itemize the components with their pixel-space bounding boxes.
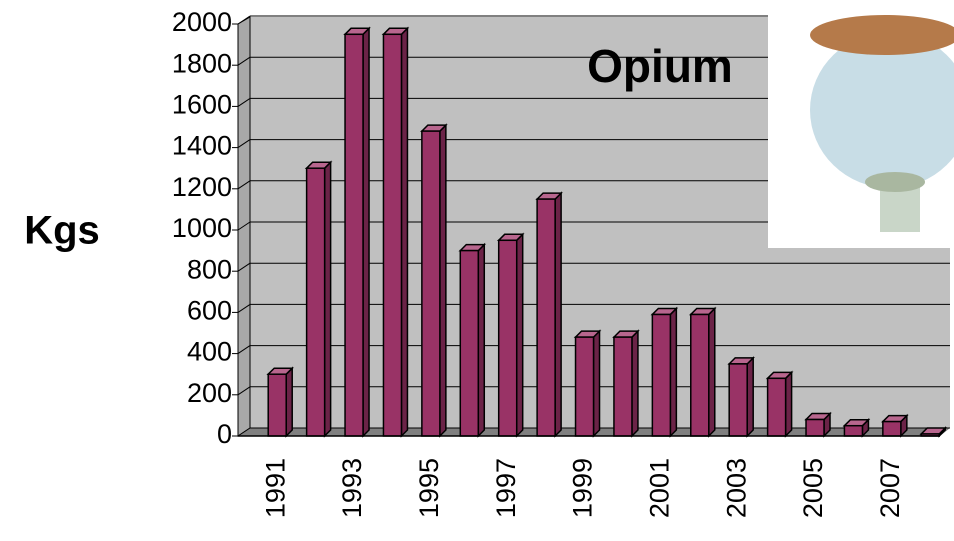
bar bbox=[882, 420, 902, 437]
plot: 0 200 400 600 800 1000 1200 1400 1600 1800 2000 bbox=[172, 7, 950, 449]
bar bbox=[382, 33, 403, 437]
photo-collar bbox=[865, 172, 925, 192]
bar bbox=[574, 336, 595, 437]
bar-side bbox=[285, 366, 293, 438]
bar-side bbox=[400, 26, 409, 438]
bar bbox=[766, 377, 787, 437]
x-tick-label: 1995 bbox=[414, 458, 444, 518]
bar bbox=[536, 198, 556, 437]
x-tick-label: 1991 bbox=[260, 458, 290, 518]
bar bbox=[843, 424, 864, 437]
bar bbox=[305, 167, 326, 437]
y-tick-label: 1600 bbox=[172, 90, 232, 120]
x-tick-label: 1993 bbox=[337, 458, 367, 518]
bar-side bbox=[362, 26, 370, 438]
chart-title: Opium bbox=[587, 40, 733, 92]
bar-side bbox=[708, 306, 716, 438]
grid-line bbox=[237, 221, 251, 231]
grid-line bbox=[237, 56, 251, 66]
x-tick-label: 2007 bbox=[875, 458, 905, 518]
x-tick-label: 2005 bbox=[798, 458, 828, 518]
bar-side bbox=[669, 306, 678, 438]
grid-line bbox=[237, 180, 251, 190]
y-tick-label: 0 bbox=[217, 419, 232, 449]
bar-side bbox=[746, 356, 754, 438]
grid-line bbox=[237, 427, 251, 437]
bar bbox=[805, 418, 825, 437]
y-tick-label: 2000 bbox=[172, 7, 232, 37]
grid-line bbox=[237, 15, 251, 25]
bar bbox=[728, 363, 748, 437]
bar-side bbox=[439, 123, 447, 438]
bar-side bbox=[477, 242, 486, 438]
y-axis-label: Kgs bbox=[24, 209, 100, 253]
y-tick-label: 200 bbox=[187, 378, 232, 408]
bar bbox=[267, 373, 287, 437]
bar bbox=[651, 313, 672, 437]
y-tick-label: 800 bbox=[187, 254, 232, 284]
photo bbox=[768, 0, 954, 248]
bar-side bbox=[631, 329, 639, 438]
bar bbox=[459, 249, 480, 437]
grid-line bbox=[237, 386, 251, 396]
grid-line bbox=[237, 139, 251, 149]
bar-side bbox=[554, 191, 562, 438]
x-tick-label: 2003 bbox=[721, 458, 751, 518]
grid-line bbox=[237, 97, 251, 107]
bar bbox=[613, 336, 633, 437]
photo-crown bbox=[810, 15, 954, 55]
bar bbox=[421, 130, 441, 437]
bar bbox=[497, 239, 518, 437]
bar bbox=[344, 33, 364, 437]
y-tick-label: 400 bbox=[187, 337, 232, 367]
bar-side bbox=[323, 160, 332, 438]
y-tick-label: 1200 bbox=[172, 172, 232, 202]
y-tick-label: 600 bbox=[187, 296, 232, 326]
x-tick-label: 1997 bbox=[491, 458, 521, 518]
bar-side bbox=[784, 370, 793, 438]
grid-line bbox=[237, 303, 251, 313]
bar-side bbox=[592, 329, 601, 438]
y-tick-label: 1800 bbox=[172, 48, 232, 78]
x-tick-label: 1999 bbox=[568, 458, 598, 518]
grid-line bbox=[237, 345, 251, 355]
bar bbox=[690, 313, 710, 437]
grid-line bbox=[237, 262, 251, 272]
y-tick-label: 1000 bbox=[172, 213, 232, 243]
x-tick-label: 2001 bbox=[644, 458, 674, 518]
bar-side bbox=[515, 232, 524, 438]
photo-pod bbox=[810, 32, 954, 188]
y-tick-label: 1400 bbox=[172, 131, 232, 161]
